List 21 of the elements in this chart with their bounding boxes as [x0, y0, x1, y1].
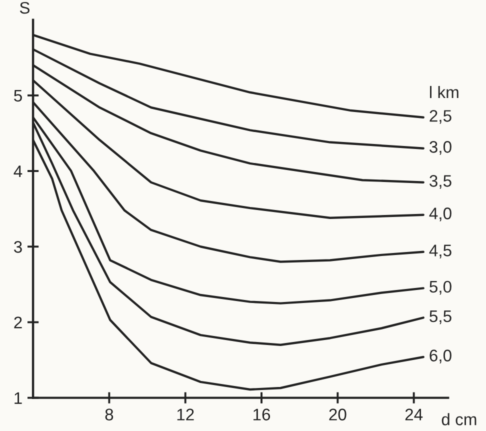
series-label: 3,5 [430, 175, 452, 189]
x-tick-label: 24 [405, 408, 423, 420]
y-tick-label: 2 [14, 316, 22, 328]
series-label: 6,0 [430, 350, 452, 364]
x-tick-label: 16 [254, 408, 270, 420]
y-tick-label: 3 [14, 241, 22, 253]
series-label: 2,5 [430, 110, 452, 124]
x-tick-label: 12 [177, 408, 194, 420]
x-tick-label: 8 [105, 408, 114, 420]
series-label: 3,0 [430, 141, 452, 155]
series-label: 5,0 [430, 280, 452, 295]
series-label: 5,5 [430, 310, 452, 324]
y-axis-title: S [20, 2, 30, 14]
series-label: 4,5 [429, 244, 452, 258]
y-tick-label: 5 [14, 90, 22, 102]
y-tick-label: 1 [14, 392, 22, 404]
legend-title: l km [430, 86, 458, 98]
series-label: 4,0 [429, 208, 452, 222]
x-axis-title: d cm [442, 413, 476, 426]
y-tick-label: 4 [14, 166, 22, 178]
x-tick-label: 20 [329, 408, 346, 420]
